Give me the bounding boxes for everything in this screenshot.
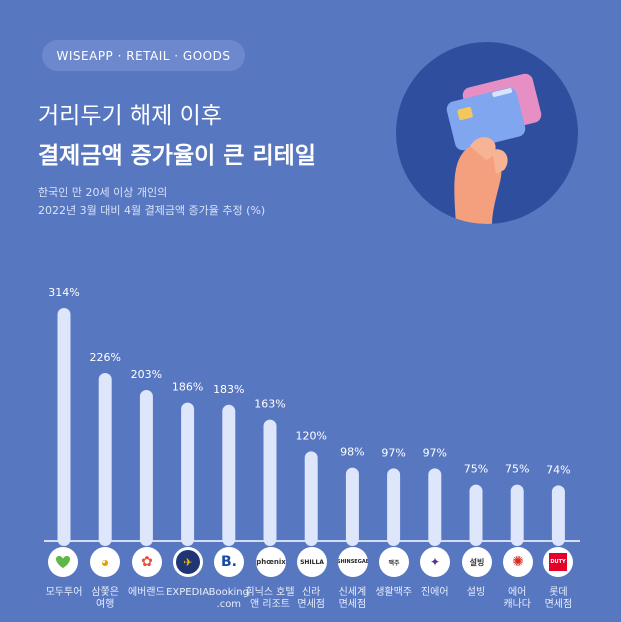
bar <box>98 373 112 546</box>
bar-value-label: 98% <box>340 446 364 459</box>
shinsegae-logo-icon: SHINSEGAE <box>338 547 368 577</box>
bar-value-label: 75% <box>464 463 488 476</box>
category-label: 신라 면세점 <box>281 587 341 611</box>
category-label-line: 에어 <box>507 587 527 598</box>
category-label-line: 면세점 <box>297 599 325 610</box>
title-line-1: 거리두기 해제 이후 <box>38 103 222 129</box>
bar-value-label: 97% <box>423 446 447 459</box>
lotte-dutyfree-logo-icon: DUTY <box>543 547 573 577</box>
category-label-line: 롯데 <box>549 587 568 598</box>
bar-value-label: 120% <box>295 429 326 442</box>
bar <box>387 468 401 546</box>
samjoeun-logo-icon: ◕ <box>90 547 120 577</box>
bar <box>304 451 318 546</box>
bar-value-label: 226% <box>89 351 120 364</box>
bar-value-label: 203% <box>131 368 162 381</box>
bar <box>181 402 195 546</box>
aircanada-logo-icon: ✺ <box>503 547 533 577</box>
category-label: 생활맥주 <box>364 587 424 599</box>
shilla-logo-icon: SHILLA <box>297 547 327 577</box>
category-label: 삼쫓은 여행 <box>75 587 135 611</box>
category-label-line: 생활맥주 <box>375 587 412 598</box>
bar <box>139 390 153 546</box>
bar <box>551 485 565 546</box>
bar <box>510 484 524 546</box>
category-label: 휘닉스 호텔 앤 리조트 <box>240 587 300 611</box>
category-label: 신세계 면세점 <box>322 587 382 611</box>
category-label-line: .com <box>216 599 242 610</box>
category-label-line: 설빙 <box>466 587 486 598</box>
bar-value-label: 75% <box>505 463 529 476</box>
expedia-logo-icon: ✈ <box>173 547 203 577</box>
hand-holding-card-icon <box>446 73 542 224</box>
category-label-line: Booking <box>208 587 249 598</box>
subtitle-line-2: 2022년 3월 대비 4월 결제금액 증가율 추정 (%) <box>38 204 266 217</box>
modutour-logo-icon <box>48 547 78 577</box>
category-label-line: 면세점 <box>544 599 573 610</box>
bar-value-label: 74% <box>546 463 570 476</box>
bar-value-label: 97% <box>381 446 405 459</box>
category-label-line: 캐나다 <box>503 599 531 610</box>
category-label: 진에어 <box>405 587 465 599</box>
category-label-line: 진에어 <box>420 587 449 598</box>
everland-logo-icon: ✿ <box>132 547 162 577</box>
bar <box>57 308 71 546</box>
category-label: 에어 캐나다 <box>487 587 547 611</box>
category-tag: WISEAPP · RETAIL · GOODS <box>42 40 245 71</box>
phoenix-logo-icon: phœnix <box>256 547 286 577</box>
sulbing-logo-icon: 설빙 <box>462 547 492 577</box>
lifeandbeauty-logo-icon: 맥주 <box>379 547 409 577</box>
bar <box>469 484 483 546</box>
booking-logo-icon: B. <box>214 547 244 577</box>
category-label: 모두투어 <box>34 587 94 599</box>
category-label-line: 삼쫓은 <box>91 587 119 598</box>
category-label-line: 휘닉스 호텔 <box>245 587 295 598</box>
hand-card-illustration <box>396 42 578 224</box>
subtitle-line-1: 한국인 만 20세 이상 개인의 <box>38 186 168 199</box>
category-label-line: 모두투어 <box>45 587 83 598</box>
bar-value-label: 183% <box>213 383 244 396</box>
bar <box>263 419 277 546</box>
bar <box>345 467 359 546</box>
category-label-line: EXPEDIA <box>166 587 210 598</box>
category-label-line: 여행 <box>95 599 115 610</box>
category-label: 에버랜드 <box>116 587 176 599</box>
bar-value-label: 163% <box>254 398 285 411</box>
page-title: 결제금액 증가율이 큰 리테일 <box>38 143 316 169</box>
jinair-logo-icon: ✦ <box>420 547 450 577</box>
category-label-line: 신세계 <box>338 587 367 598</box>
category-label-line: 앤 리조트 <box>250 599 290 610</box>
category-label-line: 신라 <box>301 587 321 598</box>
category-label: 설빙 <box>446 587 506 599</box>
category-label: EXPEDIA <box>158 587 218 599</box>
category-label: Booking .com <box>199 587 259 611</box>
bar-value-label: 186% <box>172 381 203 394</box>
bar <box>428 468 442 546</box>
bar <box>222 404 236 546</box>
category-label: 롯데 면세점 <box>528 587 588 611</box>
bar-value-label: 314% <box>48 286 79 299</box>
category-label-line: 면세점 <box>338 599 367 610</box>
category-label-line: 에버랜드 <box>127 587 165 598</box>
